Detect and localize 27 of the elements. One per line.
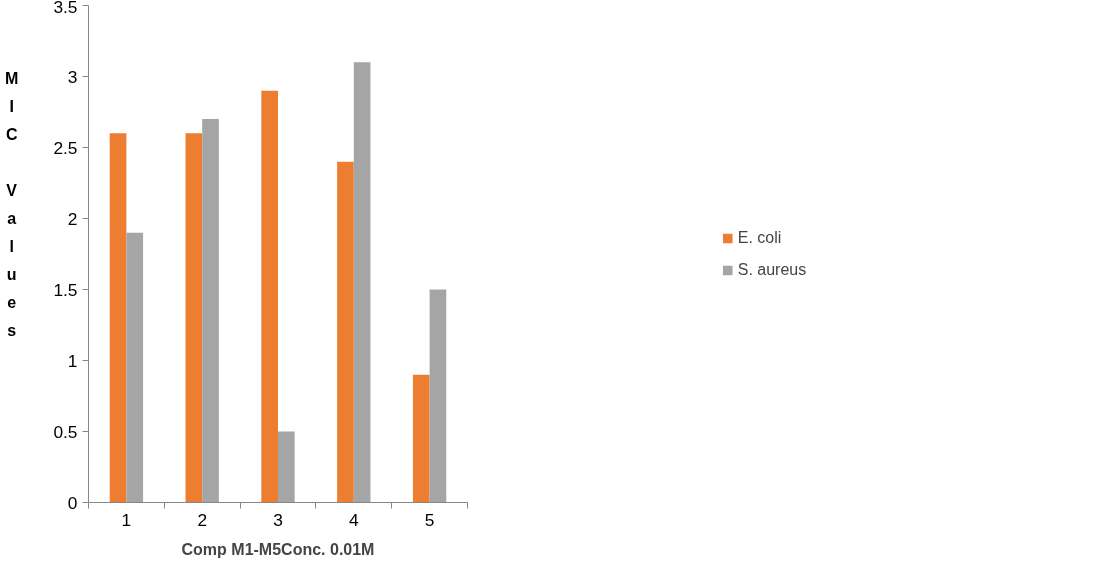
bar [126,232,144,503]
y-tick-label: 3 [67,66,78,87]
text: MIC Values [5,70,19,339]
bar [429,289,447,503]
x-tick-label: 4 [348,509,359,530]
x-axis-title: Comp M1-M5Conc. 0.01M [181,540,375,558]
bar [185,133,203,503]
bar [202,119,219,503]
legend-label: S. aureus [737,260,807,279]
y-tick-label: 1 [67,350,78,371]
bar [109,133,127,503]
y-tick-label: 3.5 [53,0,78,17]
y-tick-label: 2 [67,208,78,229]
bar [261,90,278,503]
x-tick-label: 1 [121,509,132,530]
y-tick-label: 2.5 [53,137,78,158]
bar [353,62,371,503]
bar [278,431,295,503]
y-tick-label: 0.5 [53,421,78,442]
legend-label: E. coli [737,228,782,247]
bar [412,374,430,503]
x-tick-label: 5 [424,509,435,530]
y-tick-label: 0 [67,492,78,513]
x-tick-label: 3 [273,509,283,530]
bar [337,161,354,503]
y-tick-label: 1.5 [53,279,78,300]
x-tick-label: 2 [197,509,208,530]
